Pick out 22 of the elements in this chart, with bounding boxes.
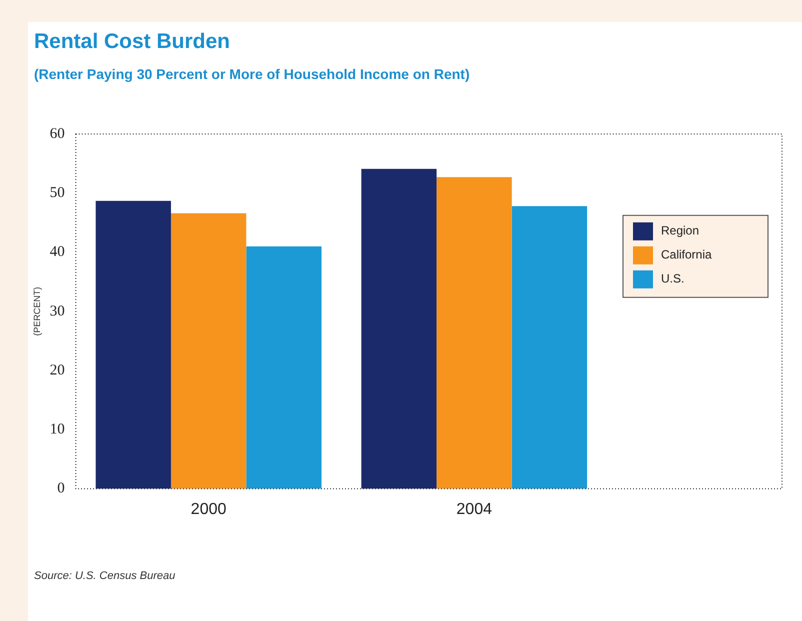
bar [512, 206, 588, 489]
legend-label: Region [661, 224, 700, 238]
bar [436, 177, 512, 489]
y-tick-label: 50 [50, 185, 65, 202]
bar [170, 213, 246, 489]
source-note: Source: U.S. Census Bureau [34, 570, 176, 582]
y-axis-title: (PERCENT) [32, 286, 42, 336]
chart-subtitle: (Renter Paying 30 Percent or More of Household Income on Rent) [34, 66, 470, 82]
bar [96, 200, 171, 489]
bar [246, 246, 322, 489]
legend-label: U.S. [661, 272, 684, 286]
y-tick-label: 30 [50, 303, 65, 320]
x-tick-label: 2004 [456, 500, 492, 518]
y-tick-label: 10 [50, 422, 65, 438]
bar [361, 168, 437, 489]
chart-title: Rental Cost Burden [34, 30, 230, 54]
legend-label: California [661, 248, 712, 262]
y-tick-label: 60 [50, 126, 65, 142]
y-tick-label: 20 [50, 362, 65, 378]
y-tick-label: 0 [57, 480, 65, 497]
x-tick-label: 2000 [190, 500, 226, 518]
y-tick-label: 40 [50, 244, 65, 260]
